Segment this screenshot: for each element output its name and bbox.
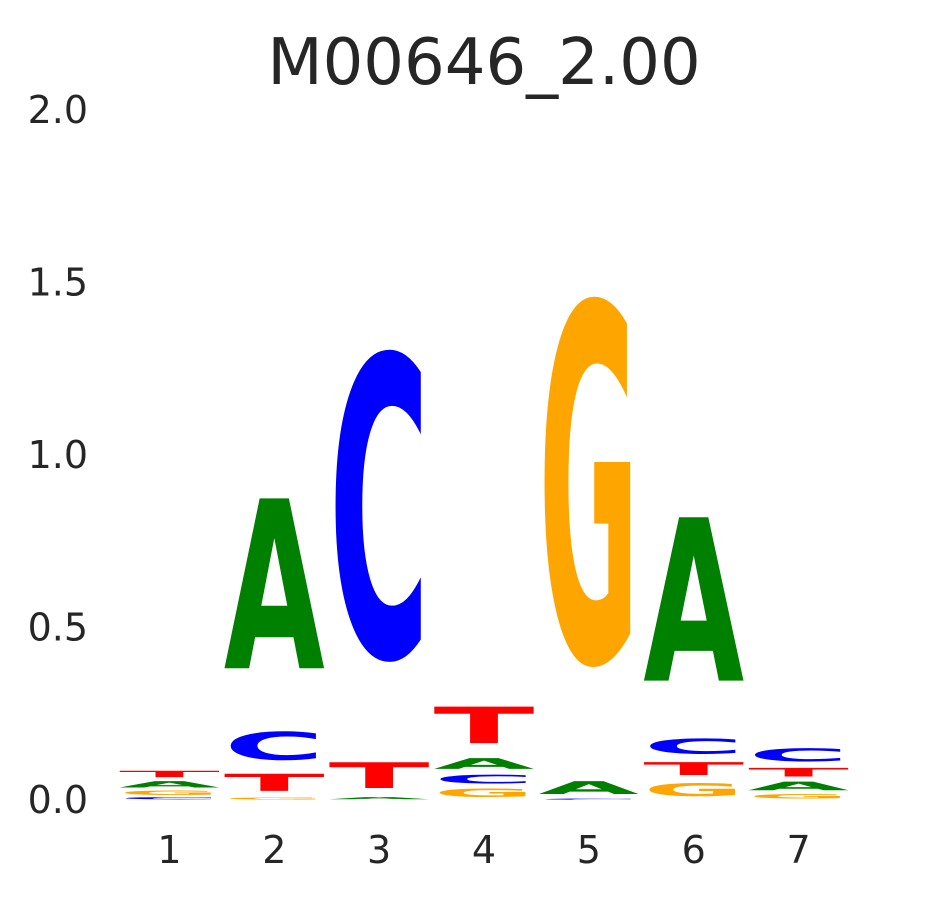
x-tick-label: 1 bbox=[157, 828, 181, 872]
letter-a-pos-2: A bbox=[224, 452, 325, 724]
x-tick-label: 5 bbox=[577, 828, 601, 872]
letter-t-pos-1: T bbox=[119, 769, 220, 779]
x-tick-label: 6 bbox=[682, 828, 706, 872]
letter-g-pos-1: G bbox=[119, 790, 220, 797]
letter-a-pos-6: A bbox=[643, 474, 744, 734]
y-tick-label: 1.5 bbox=[28, 261, 88, 305]
letter-c-pos-4: C bbox=[434, 772, 535, 786]
letter-t-pos-7: T bbox=[748, 766, 849, 780]
letter-a-pos-4: A bbox=[434, 755, 535, 772]
x-axis: 1 2 3 4 5 6 7 bbox=[157, 828, 810, 872]
letter-g-pos-7: G bbox=[748, 793, 849, 800]
chart-title: M00646_2.00 bbox=[267, 26, 700, 100]
letter-g-pos-2: G bbox=[224, 797, 325, 800]
letter-g-pos-5: G bbox=[538, 207, 639, 776]
letter-a-pos-1: A bbox=[119, 779, 220, 789]
letter-g-pos-4: G bbox=[434, 786, 535, 800]
letter-c-pos-5: C bbox=[538, 798, 639, 800]
letter-c-pos-7: C bbox=[748, 745, 849, 766]
letter-a-pos-3: A bbox=[329, 797, 430, 800]
letter-g-pos-6: G bbox=[643, 779, 744, 800]
y-tick-label: 0.0 bbox=[28, 778, 88, 822]
y-tick-label: 1.0 bbox=[28, 433, 88, 477]
letter-t-pos-3: T bbox=[329, 755, 430, 796]
x-tick-label: 4 bbox=[472, 828, 496, 872]
letter-c-pos-1: C bbox=[119, 797, 220, 800]
y-tick-label: 2.0 bbox=[28, 88, 88, 132]
y-axis: 0.0 0.5 1.0 1.5 2.0 bbox=[28, 88, 88, 822]
letter-c-pos-6: C bbox=[643, 735, 744, 759]
letter-t-pos-4: T bbox=[434, 697, 535, 755]
letter-a-pos-5: A bbox=[538, 778, 639, 799]
letter-t-pos-6: T bbox=[643, 759, 744, 780]
x-tick-label: 7 bbox=[786, 828, 810, 872]
y-tick-label: 0.5 bbox=[28, 606, 88, 650]
x-tick-label: 2 bbox=[262, 828, 286, 872]
x-tick-label: 3 bbox=[367, 828, 391, 872]
letter-a-pos-7: A bbox=[748, 779, 849, 793]
letter-t-pos-2: T bbox=[224, 769, 325, 796]
letter-c-pos-2: C bbox=[224, 724, 325, 769]
letter-c-pos-3: C bbox=[329, 272, 430, 754]
